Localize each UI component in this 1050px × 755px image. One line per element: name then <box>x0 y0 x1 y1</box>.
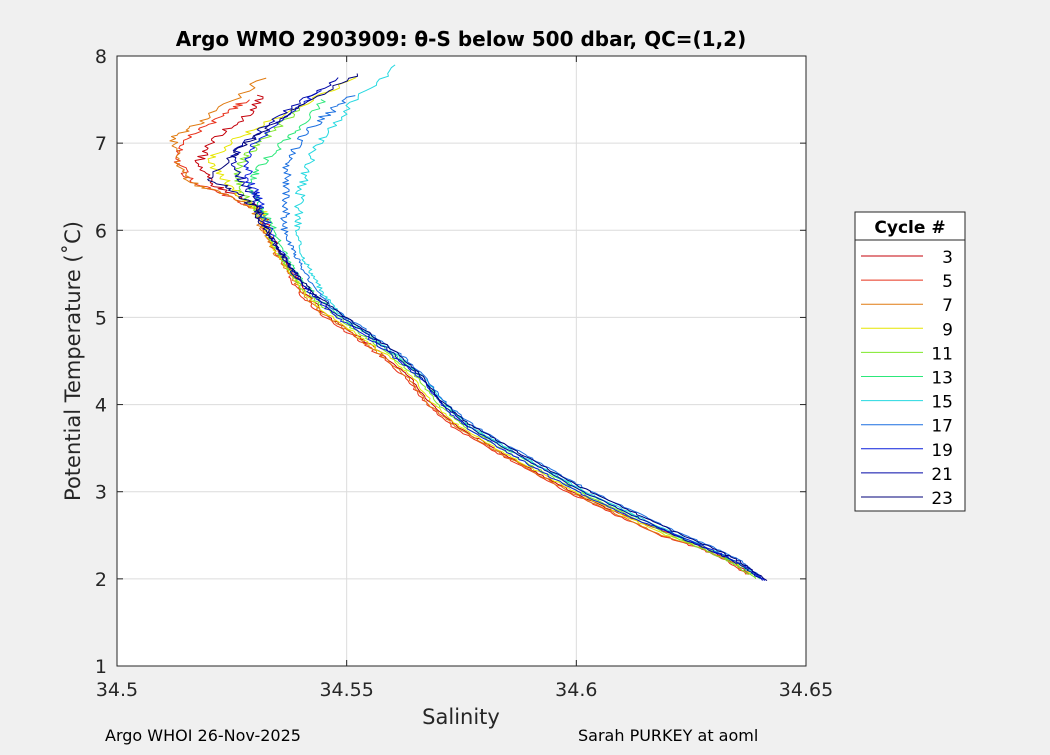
legend-label: 17 <box>931 417 953 437</box>
legend-label: 7 <box>942 296 953 316</box>
legend-label: 3 <box>942 248 953 268</box>
legend-label: 11 <box>931 344 953 364</box>
y-tick-label: 8 <box>95 46 107 68</box>
y-tick-label: 1 <box>95 656 107 678</box>
legend-label: 23 <box>931 489 953 509</box>
axis-ticks <box>116 55 807 667</box>
y-tick-label: 2 <box>95 569 107 591</box>
plot-area <box>117 56 806 666</box>
y-tick-label: 5 <box>95 307 107 329</box>
x-tick-label: 34.6 <box>555 679 597 701</box>
series-line-cycle-19 <box>243 90 766 581</box>
legend-label: 19 <box>931 441 953 461</box>
x-tick-label: 34.5 <box>96 679 138 701</box>
legend-label: 13 <box>931 369 953 389</box>
plot-frame <box>116 55 807 667</box>
tick-labels: 34.5 34.55 34.6 34.65 1 2 3 4 5 6 7 8 <box>95 46 833 701</box>
series-line-cycle-7 <box>169 77 749 575</box>
footer-left: Argo WHOI 26-Nov-2025 <box>105 726 301 745</box>
y-tick-label: 4 <box>95 395 107 417</box>
legend-label: 15 <box>931 393 953 413</box>
series-layer <box>169 64 768 582</box>
legend-box <box>854 211 966 512</box>
x-tick-label: 34.55 <box>319 679 373 701</box>
legend-title: Cycle # <box>874 218 945 238</box>
y-tick-label: 7 <box>95 133 107 155</box>
series-line-cycle-11 <box>233 108 756 579</box>
series-line-cycle-21 <box>230 77 763 581</box>
x-tick-label: 34.65 <box>779 679 833 701</box>
footer-right: Sarah PURKEY at aoml <box>578 726 758 745</box>
legend-label: 21 <box>931 465 953 485</box>
series-line-cycle-23 <box>207 73 768 582</box>
legend-label: 9 <box>942 320 953 340</box>
series-line-cycle-17 <box>280 95 763 580</box>
series-line-cycle-15 <box>294 64 763 580</box>
y-tick-label: 3 <box>95 482 107 504</box>
x-axis-label: Salinity <box>422 705 500 729</box>
series-line-cycle-9 <box>207 76 754 575</box>
legend-label: 5 <box>942 272 953 292</box>
y-axis-label: Potential Temperature (˚C) <box>61 221 85 501</box>
legend-items: 3 5 7 9 11 13 15 17 19 21 23 <box>861 248 953 509</box>
y-tick-label: 6 <box>95 220 107 242</box>
chart-title: Argo WMO 2903909: θ-S below 500 dbar, QC… <box>176 27 746 51</box>
legend: Cycle # 3 5 7 9 11 13 15 17 19 21 23 <box>854 211 966 512</box>
